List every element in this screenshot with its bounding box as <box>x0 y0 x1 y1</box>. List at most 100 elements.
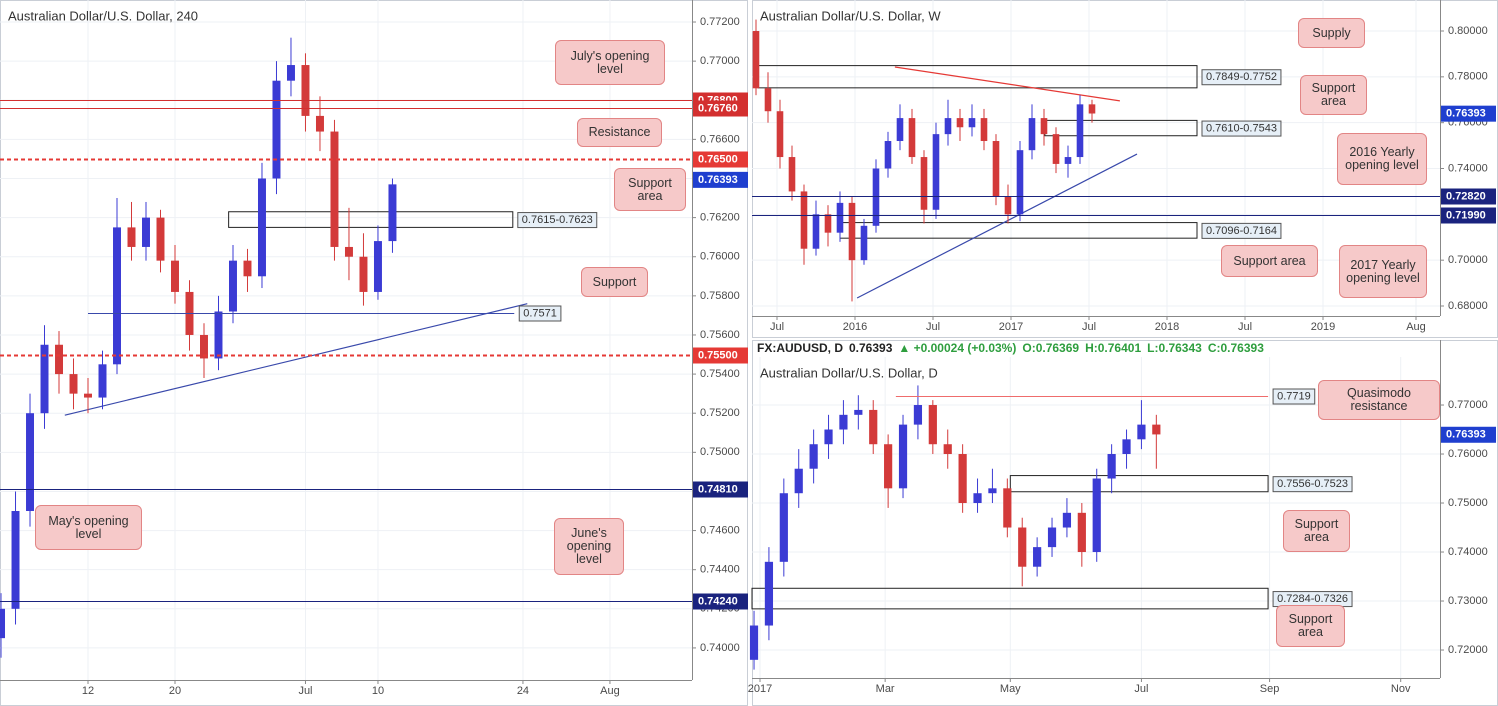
y-tick-label: 0.75400 <box>700 368 740 380</box>
candle-body <box>1052 134 1060 164</box>
price-tag-label: 0.74810 <box>698 483 738 495</box>
candle-body <box>836 202 844 233</box>
candle-body <box>243 260 252 277</box>
x-tick-label: 24 <box>517 685 529 697</box>
candle-body <box>1016 150 1024 215</box>
y-tick-label: 0.78000 <box>1448 71 1488 83</box>
candle-body <box>388 184 397 242</box>
candle-body <box>359 256 368 292</box>
candle-body <box>1004 196 1012 215</box>
price-tag-label: 0.71990 <box>1446 209 1486 221</box>
zone <box>228 211 514 228</box>
last-price-label: 0.76393 <box>1446 108 1486 120</box>
level-label-box <box>1272 388 1316 405</box>
candle-body <box>800 191 808 249</box>
candle-body <box>839 414 848 430</box>
callout: 2017 Yearly opening level <box>1339 245 1427 298</box>
last-price-label: 0.76393 <box>1446 429 1486 441</box>
zone-label: 0.7284-0.7326 <box>1277 593 1348 605</box>
x-tick-label: 2017 <box>748 683 772 695</box>
candle-body <box>944 118 952 135</box>
x-tick-label: Jul <box>770 321 784 333</box>
candle-body <box>794 468 803 494</box>
header-text: L:0.76343 <box>1147 341 1202 355</box>
candle-body <box>301 65 310 116</box>
candle-body <box>752 31 760 89</box>
zone <box>1009 475 1269 493</box>
y-tick-label: 0.74000 <box>1448 546 1488 558</box>
x-tick-label: 2019 <box>1311 321 1335 333</box>
candle-body <box>55 344 63 375</box>
zone-label-box <box>517 212 598 229</box>
candle-body <box>1040 118 1048 135</box>
candle-body <box>11 511 20 609</box>
price-tag-label: 0.76760 <box>698 102 738 114</box>
callout: Support area <box>1300 75 1367 115</box>
x-tick-label: Jul <box>926 321 940 333</box>
candle-body <box>764 88 772 112</box>
callout: Support area <box>1221 245 1318 277</box>
candle-body <box>344 246 353 257</box>
callout: Support area <box>1276 605 1345 647</box>
candle-body <box>69 374 78 394</box>
last-price-label: 0.76393 <box>698 174 738 186</box>
candle-body <box>200 334 208 359</box>
price-tag <box>693 593 748 610</box>
callout: Quasimodo resistance <box>1318 380 1440 420</box>
callout: Support <box>581 267 648 297</box>
candle-body <box>956 118 964 128</box>
chart-panel: 0.740000.742000.744000.746000.748000.750… <box>0 0 748 706</box>
candle-body <box>1092 478 1101 553</box>
candle-body <box>992 141 1000 197</box>
candle-body <box>980 118 988 142</box>
candle-body <box>1088 104 1096 114</box>
candle-body <box>764 561 774 626</box>
zone-label-box <box>1201 222 1282 239</box>
x-tick-label: Mar <box>876 683 895 695</box>
candle-body <box>142 217 150 247</box>
x-tick-label: 2016 <box>843 321 867 333</box>
x-tick-label: 2017 <box>999 321 1023 333</box>
header-text: FX:AUDUSD, D <box>757 341 843 355</box>
candle-body <box>908 118 916 158</box>
y-tick-label: 0.77200 <box>700 16 740 28</box>
candle-body <box>127 227 136 247</box>
candle-body <box>214 311 223 359</box>
zone <box>751 587 1269 610</box>
x-tick-label: 10 <box>372 685 384 697</box>
candle-body <box>928 405 937 445</box>
candle-body <box>257 178 266 277</box>
level-label: 0.7571 <box>523 307 557 319</box>
callout: May's opening level <box>35 505 142 550</box>
candle-body <box>896 118 904 142</box>
candle-body <box>824 214 832 233</box>
candle-body <box>884 141 892 169</box>
header-text: O:0.76369 <box>1022 341 1079 355</box>
x-tick-label: 20 <box>169 685 181 697</box>
candle-body <box>373 241 382 292</box>
callout: Support area <box>1283 510 1350 552</box>
zone-label: 0.7096-0.7164 <box>1206 225 1277 237</box>
y-tick-label: 0.75800 <box>700 290 740 302</box>
price-tag <box>693 481 748 498</box>
y-tick-label: 0.76200 <box>700 212 740 224</box>
trendline <box>894 66 1120 102</box>
y-tick-label: 0.76000 <box>700 251 740 263</box>
zone-label: 0.7849-0.7752 <box>1206 71 1277 83</box>
price-tag <box>1441 188 1496 205</box>
candle-body <box>988 488 997 494</box>
candle-body <box>228 260 237 312</box>
candle-body <box>824 429 833 445</box>
y-tick-label: 0.74000 <box>700 642 740 654</box>
y-tick-label: 0.74400 <box>700 564 740 576</box>
callout: June's opening level <box>554 518 624 575</box>
callout: Supply <box>1298 18 1365 48</box>
candle-body <box>913 405 923 425</box>
x-tick-label: Jul <box>298 685 312 697</box>
candle-body <box>315 115 324 132</box>
candle-body <box>812 214 820 249</box>
candle-body <box>1047 527 1057 548</box>
last-price-tag <box>1441 426 1496 443</box>
level-label: 0.7719 <box>1277 390 1311 402</box>
